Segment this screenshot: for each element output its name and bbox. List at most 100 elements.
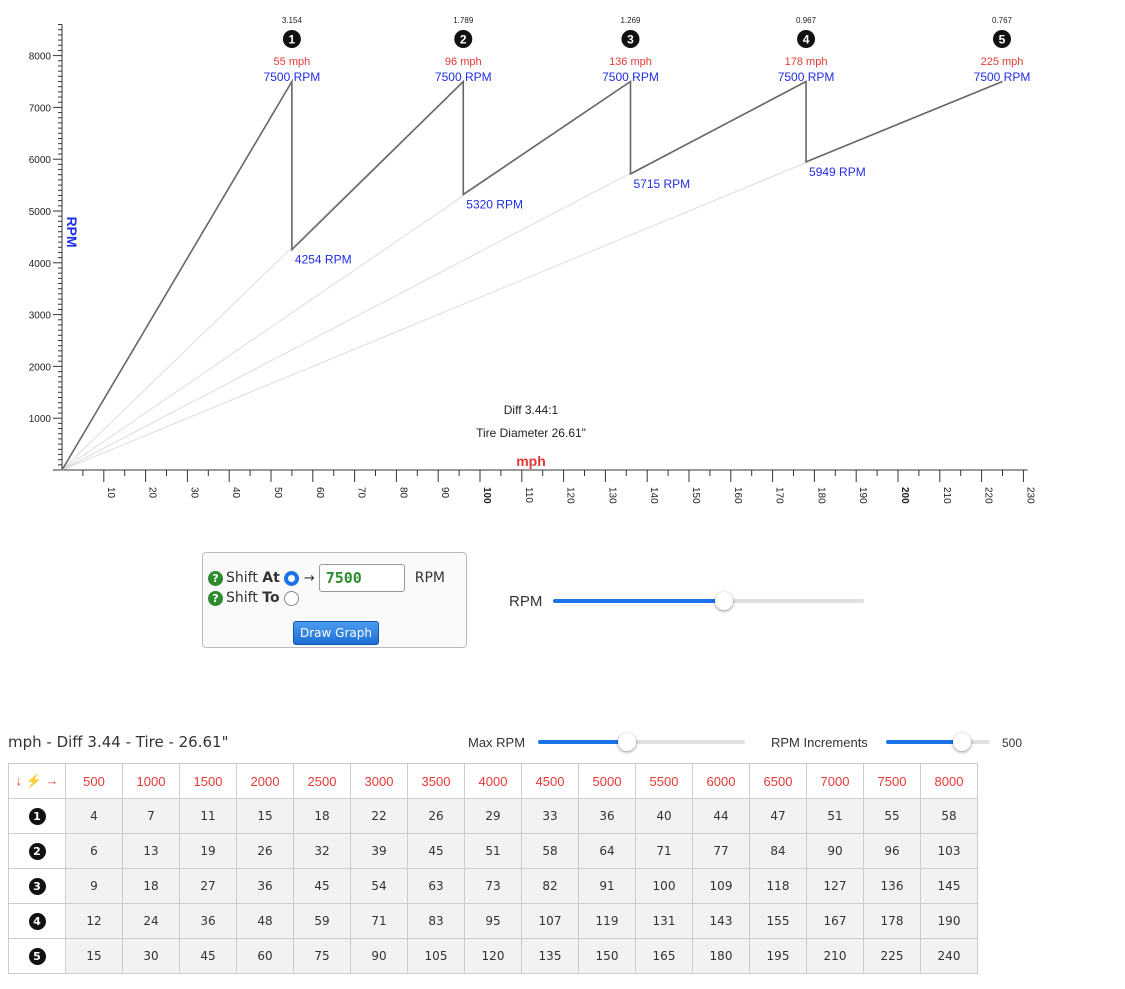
drop-rpm-label: 5320 RPM (466, 197, 523, 211)
rpm-increments-value: 500 (1002, 736, 1023, 750)
mph-cell: 64 (578, 833, 636, 869)
mph-cell: 103 (920, 833, 978, 869)
mph-cell: 33 (521, 798, 579, 834)
shift-at-radio[interactable] (283, 570, 299, 586)
shift-to-row: ? Shift To (208, 590, 299, 606)
x-tick-label: 30 (188, 487, 199, 499)
mph-cell: 15 (65, 938, 123, 974)
mph-cell: 210 (806, 938, 864, 974)
mph-cell: 90 (350, 938, 408, 974)
mph-cell: 240 (920, 938, 978, 974)
mph-cell: 71 (635, 833, 693, 869)
x-tick-label: 20 (147, 487, 158, 499)
rpm-header-cell: 1000 (122, 763, 180, 799)
x-axis-label: mph (516, 453, 546, 469)
mph-cell: 7 (122, 798, 180, 834)
shift-at-row: ? Shift At → RPM (208, 564, 445, 592)
mph-cell: 29 (464, 798, 522, 834)
gear-cell: 5 (8, 938, 66, 974)
rpm-header-cell: 5500 (635, 763, 693, 799)
rpm-increments-slider[interactable] (886, 733, 990, 751)
mph-cell: 32 (293, 833, 351, 869)
gear-cell: 4 (8, 903, 66, 939)
mph-cell: 127 (806, 868, 864, 904)
mph-cell: 84 (749, 833, 807, 869)
drop-rpm-label: 5715 RPM (633, 177, 690, 191)
rpm-increments-slider-thumb[interactable] (952, 733, 971, 751)
gear-shift-mph-label: 96 mph (445, 56, 482, 68)
mph-cell: 90 (806, 833, 864, 869)
rpm-slider-thumb[interactable] (715, 592, 734, 610)
rpm-header-cell: 4500 (521, 763, 579, 799)
mph-cell: 45 (179, 938, 237, 974)
mph-cell: 22 (350, 798, 408, 834)
gear-shift-rpm-label: 7500 RPM (264, 70, 321, 84)
max-rpm-slider-fill (538, 740, 627, 744)
mph-cell: 51 (806, 798, 864, 834)
drop-rpm-label: 5949 RPM (809, 165, 866, 179)
help-icon[interactable]: ? (208, 570, 223, 586)
mph-cell: 120 (464, 938, 522, 974)
gear-number-badge: 5 (28, 947, 46, 965)
mph-cell: 60 (236, 938, 294, 974)
rpm-header-cell: 500 (65, 763, 123, 799)
shift-to-radio[interactable] (283, 590, 299, 606)
mph-cell: 55 (863, 798, 921, 834)
mph-cell: 51 (464, 833, 522, 869)
y-tick-label: 1000 (29, 414, 52, 425)
mph-cell: 136 (863, 868, 921, 904)
mph-cell: 18 (293, 798, 351, 834)
y-tick-label: 7000 (29, 103, 52, 114)
x-tick-label: 160 (732, 487, 743, 504)
table-row: 2 6 13 19 26 32 39 45 51 58 64 71 77 84 90 96 103 (8, 833, 978, 869)
mph-cell: 190 (920, 903, 978, 939)
mph-cell: 131 (635, 903, 693, 939)
rpm-header-cell: 6000 (692, 763, 750, 799)
mph-cell: 75 (293, 938, 351, 974)
max-rpm-slider[interactable] (538, 733, 745, 751)
mph-cell: 58 (521, 833, 579, 869)
mph-cell: 135 (521, 938, 579, 974)
shift-rpm-input[interactable] (318, 564, 405, 592)
rpm-header-cell: 6500 (749, 763, 807, 799)
gear-ratio-label: 0.967 (796, 16, 817, 25)
table-title: mph - Diff 3.44 - Tire - 26.61" (8, 733, 229, 751)
x-tick-label: 170 (774, 487, 785, 504)
max-rpm-slider-thumb[interactable] (618, 733, 636, 751)
table-row: 3 9 18 27 36 45 54 63 73 82 91 100 109 118 127 136 145 (8, 868, 978, 904)
mph-cell: 58 (920, 798, 978, 834)
gear-number-badge (454, 30, 473, 48)
mph-cell: 19 (179, 833, 237, 869)
y-tick-label: 3000 (29, 311, 52, 322)
rpm-slider-label: RPM (509, 593, 543, 610)
shift-controls-panel: ? Shift At → RPM ? Shift To Draw Graph (202, 552, 467, 648)
table-row: 1 4 7 11 15 18 22 26 29 33 36 40 44 47 51 55 58 (8, 798, 978, 834)
mph-cell: 48 (236, 903, 294, 939)
rpm-header-cell: 8000 (920, 763, 978, 799)
gear-shift-mph-label: 136 mph (609, 56, 652, 68)
mph-cell: 77 (692, 833, 750, 869)
table-row: 4 12 24 36 48 59 71 83 95 107 119 131 143 155 167 178 19… (8, 903, 978, 939)
rpm-header-cell: 2000 (236, 763, 294, 799)
rpm-slider[interactable] (553, 592, 864, 610)
mph-cell: 91 (578, 868, 636, 904)
mph-cell: 54 (350, 868, 408, 904)
mph-cell: 4 (65, 798, 123, 834)
gear-number-badge: 3 (28, 877, 46, 895)
mph-cell: 15 (236, 798, 294, 834)
help-icon[interactable]: ? (208, 590, 223, 606)
mph-cell: 36 (236, 868, 294, 904)
mph-cell: 63 (407, 868, 465, 904)
mph-cell: 107 (521, 903, 579, 939)
rpm-header-cell: 5000 (578, 763, 636, 799)
x-tick-label: 220 (983, 487, 994, 504)
rpm-header-cell: 3500 (407, 763, 465, 799)
gear-cell: 3 (8, 868, 66, 904)
gear-number-badge: 4 (28, 912, 46, 930)
table-header-row: ↓ ⚡ → 500 1000 1500 2000 2500 3000 3500 4000 4500… (8, 763, 978, 799)
x-tick-label: 210 (941, 487, 952, 504)
draw-graph-button[interactable]: Draw Graph (293, 621, 379, 645)
mph-cell: 26 (407, 798, 465, 834)
mph-cell: 165 (635, 938, 693, 974)
x-tick-label: 180 (815, 487, 826, 504)
